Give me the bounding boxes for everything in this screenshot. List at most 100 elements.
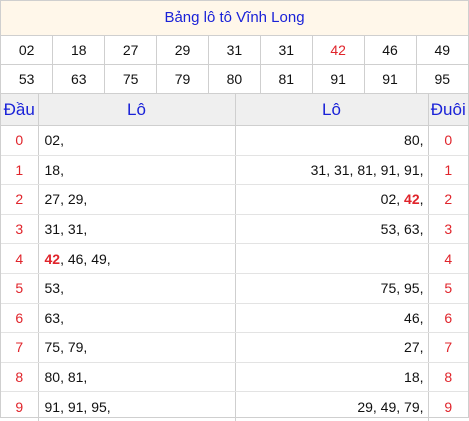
dau-cell: 0: [1, 125, 39, 156]
lo-text: 29, 49, 79,: [357, 398, 424, 415]
dau-cell: 4: [1, 243, 39, 274]
lo-text: 18,: [404, 369, 424, 386]
highlight-number: 42: [44, 250, 61, 267]
loto-row: 1 18, 31, 31, 81, 91, 91, 1: [1, 155, 468, 186]
number-cell: 31: [260, 36, 313, 65]
lo-right-cell: 80,: [235, 125, 429, 156]
number-cell: 63: [52, 64, 106, 94]
loto-row: 9 91, 91, 95, 29, 49, 79, 9: [1, 391, 468, 421]
dau-cell: 1: [1, 155, 39, 186]
header-dau: Đầu: [1, 94, 39, 126]
number-cell: 95: [416, 64, 468, 94]
loto-row: 2 27, 29, 02, 42, 2: [1, 184, 468, 215]
loto-row: 6 63, 46, 6: [1, 303, 468, 334]
lo-text: 63,: [44, 309, 64, 326]
dau-cell: 3: [1, 214, 39, 245]
lo-left-cell: 27, 29,: [38, 184, 236, 215]
duoi-cell: 1: [428, 155, 468, 186]
lo-text: , 46, 49,: [60, 250, 111, 267]
lo-right-cell: [235, 243, 429, 274]
number-cell: 53: [1, 64, 54, 94]
number-cell: 91: [312, 64, 365, 94]
number-cell: 29: [156, 36, 209, 65]
duoi-cell: 5: [428, 273, 468, 304]
lo-text: 53,: [44, 280, 64, 297]
lo-right-cell: 75, 95,: [235, 273, 429, 304]
lo-text: 02,: [380, 191, 405, 208]
lo-right-cell: 18,: [235, 362, 429, 393]
loto-row: 5 53, 75, 95, 5: [1, 273, 468, 304]
numbers-row: 02 18 27 29 31 31 42 46 49: [1, 36, 468, 65]
lo-text: 31, 31,: [44, 221, 88, 238]
number-cell: 31: [208, 36, 261, 65]
number-cell: 75: [104, 64, 158, 94]
lo-right-cell: 29, 49, 79,: [235, 391, 429, 421]
number-cell: 49: [416, 36, 468, 65]
lo-text: 18,: [44, 161, 64, 178]
lo-text: 80,: [404, 132, 424, 149]
numbers-row: 53 63 75 79 80 81 91 91 95: [1, 64, 468, 94]
lo-left-cell: 42, 46, 49,: [38, 243, 236, 274]
number-cell: 79: [156, 64, 209, 94]
lo-text: 46,: [404, 309, 424, 326]
lo-left-cell: 02,: [38, 125, 236, 156]
dau-cell: 2: [1, 184, 39, 215]
dau-cell: 5: [1, 273, 39, 304]
loto-header-row: Đầu Lô Lô Đuôi: [1, 94, 468, 126]
dau-cell: 9: [1, 391, 39, 421]
lo-right-cell: 27,: [235, 332, 429, 363]
lo-text: 02,: [44, 132, 64, 149]
lo-left-cell: 53,: [38, 273, 236, 304]
duoi-cell: 8: [428, 362, 468, 393]
numbers-grid: 02 18 27 29 31 31 42 46 49 53 63 75 79 80 81 91 91 95: [1, 36, 468, 94]
dau-cell: 7: [1, 332, 39, 363]
dau-cell: 6: [1, 303, 39, 334]
lo-left-cell: 91, 91, 95,: [38, 391, 236, 421]
lo-text: 91, 91, 95,: [44, 398, 111, 415]
duoi-cell: 4: [428, 243, 468, 274]
loto-table: Đầu Lô Lô Đuôi 0 02, 80, 0 1 18, 31, 31, 81, 9…: [1, 94, 468, 421]
loto-row: 4 42, 46, 49, 4: [1, 243, 468, 274]
header-lo-left: Lô: [38, 94, 236, 126]
lo-right-cell: 46,: [235, 303, 429, 334]
duoi-cell: 6: [428, 303, 468, 334]
lo-text: 80, 81,: [44, 369, 88, 386]
lo-left-cell: 31, 31,: [38, 214, 236, 245]
duoi-cell: 0: [428, 125, 468, 156]
dau-cell: 8: [1, 362, 39, 393]
lo-text: ,: [419, 191, 424, 208]
duoi-cell: 2: [428, 184, 468, 215]
duoi-cell: 9: [444, 398, 453, 415]
lo-text: 31, 31, 81, 91, 91,: [310, 161, 424, 178]
lo-text: 75, 95,: [380, 280, 424, 297]
lo-left-cell: 80, 81,: [38, 362, 236, 393]
lo-text: 53, 63,: [380, 221, 424, 238]
number-cell: 18: [52, 36, 106, 65]
lo-right-cell: 02, 42,: [235, 184, 429, 215]
loto-row: 7 75, 79, 27, 7: [1, 332, 468, 363]
number-cell: 27: [104, 36, 158, 65]
number-cell: 91: [364, 64, 417, 94]
lo-text: 27,: [404, 339, 424, 356]
loto-row: 0 02, 80, 0: [1, 125, 468, 156]
lo-text: 75, 79,: [44, 339, 88, 356]
header-duoi: Đuôi: [428, 94, 468, 126]
highlight-number: 42: [404, 191, 420, 208]
lo-text: 27, 29,: [44, 191, 88, 208]
number-cell: 42: [312, 36, 365, 65]
number-cell: 81: [260, 64, 313, 94]
number-cell: 80: [208, 64, 261, 94]
loto-row: 8 80, 81, 18, 8: [1, 362, 468, 393]
duoi-cell: 7: [428, 332, 468, 363]
lo-left-cell: 75, 79,: [38, 332, 236, 363]
duoi-cell: 3: [428, 214, 468, 245]
number-cell: 02: [1, 36, 54, 65]
lo-right-cell: 31, 31, 81, 91, 91,: [235, 155, 429, 186]
board-title: Bảng lô tô Vĩnh Long: [1, 1, 468, 36]
lo-left-cell: 63,: [38, 303, 236, 334]
loto-row: 3 31, 31, 53, 63, 3: [1, 214, 468, 245]
lo-left-cell: 18,: [38, 155, 236, 186]
lo-right-cell: 53, 63,: [235, 214, 429, 245]
header-lo-right: Lô: [235, 94, 429, 126]
